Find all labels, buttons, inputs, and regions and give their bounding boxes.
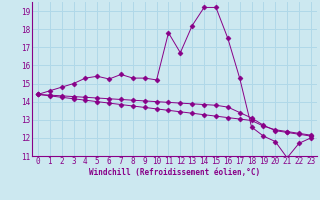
X-axis label: Windchill (Refroidissement éolien,°C): Windchill (Refroidissement éolien,°C) (89, 168, 260, 177)
